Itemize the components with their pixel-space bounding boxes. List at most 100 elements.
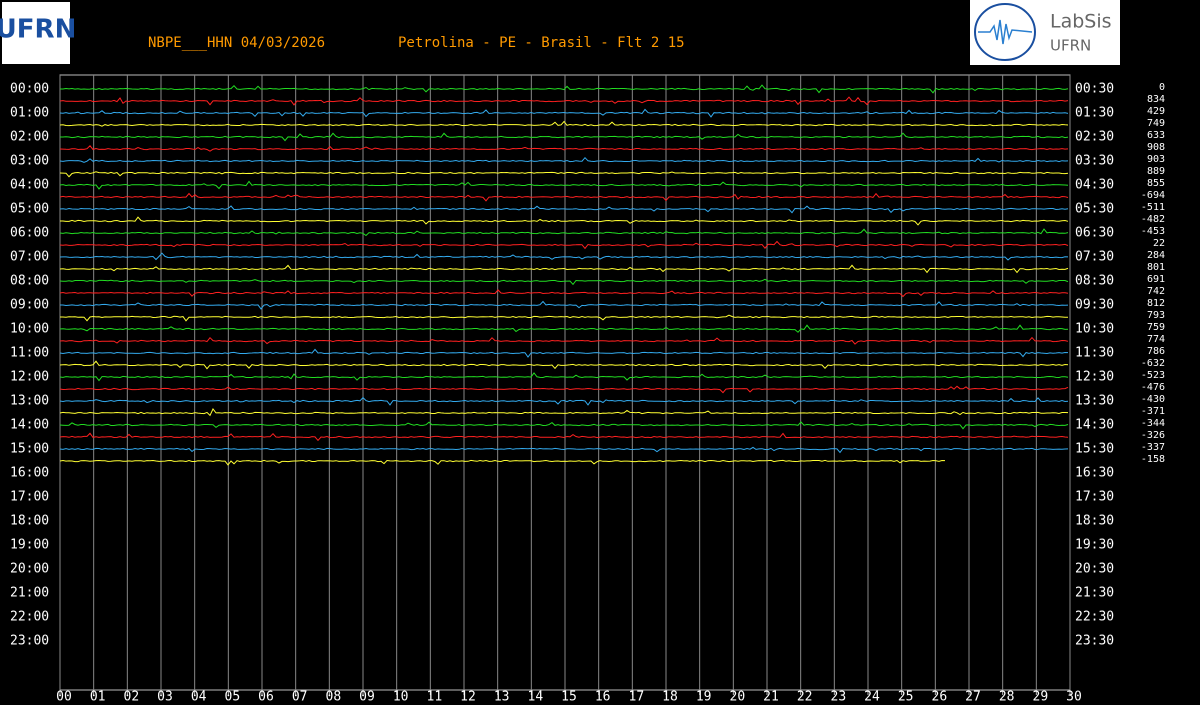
right-time-label: 20:30 [1075,562,1114,577]
x-tick-label: 24 [864,690,880,705]
x-tick-label: 06 [258,690,274,705]
trace [59,396,1069,406]
x-tick-label: 00 [56,690,72,705]
x-tick-label: 05 [225,690,241,705]
right-time-label: 19:30 [1075,538,1114,553]
trace [59,252,1069,261]
x-tick-label: 01 [90,690,106,705]
x-tick-label: 07 [292,690,308,705]
trace [60,216,1069,226]
row-value: 0 [1159,82,1165,93]
left-time-label: 08:00 [10,274,49,289]
x-tick-label: 03 [157,690,173,705]
row-value: 691 [1147,274,1165,285]
right-time-label: 03:30 [1075,154,1114,169]
x-tick-label: 26 [932,690,948,705]
left-time-label: 16:00 [10,466,49,481]
row-value: -632 [1141,358,1165,369]
left-time-label: 03:00 [10,154,49,169]
trace [59,459,946,466]
x-tick-label: 28 [999,690,1015,705]
row-value: 749 [1147,118,1165,129]
trace [60,300,1069,310]
trace [59,96,1069,106]
row-value: -453 [1141,226,1165,237]
trace [59,432,1069,442]
trace [60,314,1068,322]
trace [59,145,1069,152]
logo-subtitle: UFRN [1050,37,1091,55]
left-time-label: 18:00 [10,514,49,529]
x-tick-label: 21 [763,690,779,705]
trace [59,446,1069,454]
trace [59,408,1069,417]
trace [59,421,1069,430]
row-value: 759 [1147,322,1165,333]
left-time-label: 02:00 [10,130,49,145]
x-tick-label: 20 [730,690,746,705]
left-time-label: 06:00 [10,226,49,241]
trace [59,108,1069,118]
trace [59,278,1069,286]
row-value: 801 [1147,262,1165,273]
right-logo: LabSis UFRN [970,0,1120,65]
trace [59,240,1069,250]
trace [59,156,1069,163]
row-value: -482 [1141,214,1165,225]
trace [59,228,1069,237]
row-value: -476 [1141,382,1165,393]
right-time-label: 09:30 [1075,298,1114,313]
logo-title: LabSis [1050,11,1112,33]
x-tick-label: 14 [528,690,544,705]
row-value: -326 [1141,430,1165,441]
x-tick-label: 30 [1066,690,1082,705]
trace [59,171,1069,178]
logo-text: UFRN [0,15,76,45]
left-time-label: 10:00 [10,322,49,337]
row-value: 903 [1147,154,1165,165]
left-time-label: 11:00 [10,346,49,361]
location-title: Petrolina - PE - Brasil - Flt 2 15 [398,35,685,51]
trace [59,360,1069,370]
left-logo: UFRN [0,2,76,64]
left-time-label: 01:00 [10,106,49,121]
row-value: 889 [1147,166,1165,177]
left-time-label: 07:00 [10,250,49,265]
x-tick-label: 02 [124,690,140,705]
logo-box [2,2,70,64]
x-tick-label: 12 [460,690,476,705]
trace [59,385,1069,394]
trace [59,180,1069,190]
trace [60,84,1069,94]
row-value: -371 [1141,406,1165,417]
trace [59,348,1069,358]
row-value: -344 [1141,418,1165,429]
left-time-label: 14:00 [10,418,49,433]
trace [59,192,1069,202]
station-title: NBPE___HHN 04/03/2026 [148,35,325,51]
left-time-label: 23:00 [10,634,49,649]
row-value: 633 [1147,130,1165,141]
trace [59,372,1069,382]
x-tick-label: 22 [797,690,813,705]
left-time-label: 05:00 [10,202,49,217]
trace [59,289,1069,298]
logo-wave [978,19,1033,45]
right-time-label: 14:30 [1075,418,1114,433]
right-time-label: 05:30 [1075,202,1114,217]
row-value: 793 [1147,310,1165,321]
right-time-label: 06:30 [1075,226,1114,241]
x-tick-label: 18 [662,690,678,705]
right-time-label: 23:30 [1075,634,1114,649]
right-time-label: 07:30 [1075,250,1114,265]
x-tick-label: 19 [696,690,712,705]
logo-ring [974,3,1036,61]
right-time-label: 00:30 [1075,82,1114,97]
row-value: 786 [1147,346,1165,357]
left-time-label: 19:00 [10,538,49,553]
left-time-label: 09:00 [10,298,49,313]
row-value: -511 [1141,202,1165,213]
x-tick-label: 25 [898,690,914,705]
x-tick-label: 15 [561,690,577,705]
